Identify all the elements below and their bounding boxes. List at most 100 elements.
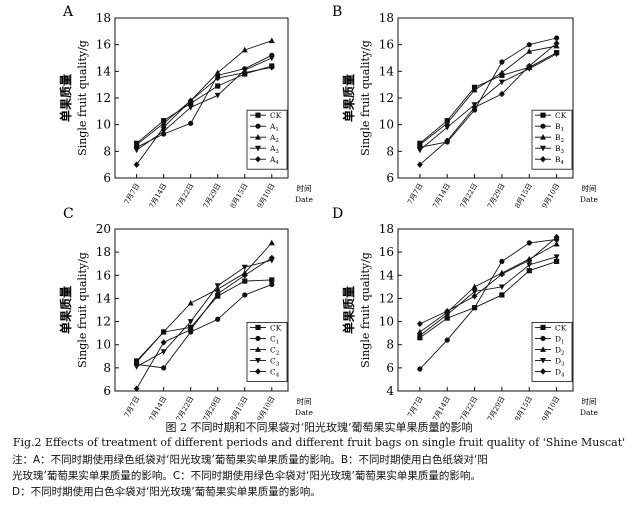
- legend-label-subscript: 3: [276, 361, 280, 367]
- data-point: [241, 69, 248, 76]
- legend-label: CK: [555, 323, 567, 332]
- data-point: [187, 104, 194, 111]
- y-tick-label: 16: [96, 38, 111, 52]
- y-axis-title: Single fruit quality/g: [359, 252, 372, 368]
- data-point: [160, 339, 167, 346]
- legend-swatch-marker: [540, 112, 546, 118]
- data-point: [526, 257, 533, 264]
- data-point: [214, 283, 221, 289]
- x-tick-label: 7月7日: [123, 182, 141, 206]
- series-c4: [133, 254, 275, 392]
- data-point: [187, 319, 194, 325]
- x-axis-title-cn: 时间: [582, 396, 597, 406]
- legend-swatch-marker: [540, 123, 546, 129]
- legend-swatch-marker: [540, 134, 546, 140]
- data-point: [268, 55, 275, 62]
- data-point: [553, 240, 560, 247]
- legend-label: C2: [270, 345, 279, 356]
- legend-label: D4: [555, 367, 565, 378]
- data-point: [133, 141, 140, 148]
- y-axis-title-cn: 单果质量: [58, 286, 73, 334]
- y-tick-label: 14: [379, 268, 395, 282]
- data-point: [471, 104, 478, 111]
- data-point: [214, 69, 221, 76]
- note-line-2: 光玫瑰’葡萄果实单果质量的影响。C：不同时期使用绿色伞袋对‘阳光玫瑰’葡萄果实单…: [12, 470, 481, 482]
- legend-swatch-marker: [540, 145, 546, 152]
- figure-notes: 注：A：不同时期使用绿色纸袋对‘阳光玫瑰’葡萄果实单果质量的影响。B：不同时期使…: [12, 452, 632, 500]
- series-line: [419, 45, 557, 146]
- legend-swatch-marker: [255, 145, 261, 152]
- legend-label: B2: [555, 133, 564, 144]
- y-axis-title-cn: 单果质量: [341, 74, 356, 122]
- legend-swatch-marker: [255, 112, 261, 118]
- data-point: [215, 316, 221, 322]
- data-point: [268, 64, 275, 71]
- x-tick-label: 7月14日: [148, 395, 169, 420]
- y-tick-label: 10: [96, 338, 111, 352]
- y-tick-label: 6: [103, 171, 111, 185]
- data-point: [133, 358, 140, 365]
- panel-letter: A: [62, 4, 74, 20]
- legend-swatch-marker: [540, 156, 546, 163]
- legend-label: CK: [555, 111, 567, 120]
- legend-label: C1: [270, 334, 279, 345]
- legend-swatch-marker: [255, 368, 261, 375]
- y-tick-label: 4: [386, 384, 394, 398]
- x-tick-label: 8月15日: [513, 182, 534, 210]
- data-point: [160, 128, 167, 135]
- data-point: [526, 62, 533, 70]
- x-tick-label: 7月29日: [202, 395, 223, 420]
- legend-label: CK: [270, 111, 282, 120]
- x-axis-title: Date: [295, 408, 313, 417]
- legend-label-subscript: 1: [561, 127, 565, 133]
- x-axis-title-cn: 时间: [297, 396, 312, 406]
- legend-label-subscript: 4: [275, 160, 279, 166]
- data-point: [498, 90, 505, 98]
- data-point: [444, 137, 451, 144]
- legend-label: C4: [270, 367, 280, 378]
- y-tick-label: 6: [386, 171, 394, 185]
- figure-caption-english: Fig.2 Effects of treatment of different …: [12, 436, 626, 449]
- y-axis-title: Single fruit quality/g: [76, 252, 89, 368]
- y-tick-label: 6: [386, 361, 394, 375]
- y-tick-label: 16: [96, 268, 111, 282]
- data-point: [444, 315, 450, 321]
- series-line: [136, 284, 272, 369]
- legend-label: B3: [555, 144, 565, 155]
- series-line: [419, 256, 557, 336]
- y-tick-label: 10: [379, 118, 394, 132]
- legend-swatch-marker: [540, 346, 546, 352]
- plot-frame: [114, 228, 289, 392]
- data-point: [416, 147, 423, 154]
- data-point: [526, 48, 533, 54]
- x-tick-label: 9月10日: [541, 395, 562, 420]
- legend-label-subscript: 2: [275, 138, 279, 144]
- series-line: [136, 40, 272, 146]
- series-b4: [416, 40, 560, 168]
- x-tick-label: 7月29日: [486, 182, 507, 210]
- legend-label-subscript: 2: [561, 350, 565, 356]
- legend-label-subscript: 3: [561, 361, 565, 367]
- data-point: [498, 69, 505, 76]
- legend-label: A2: [269, 133, 279, 144]
- legend-label-subscript: 1: [276, 339, 280, 345]
- legend-label-subscript: 3: [561, 149, 565, 155]
- series-a4: [133, 64, 275, 168]
- data-point: [241, 264, 248, 271]
- data-point: [498, 270, 505, 278]
- data-point: [499, 72, 505, 78]
- x-tick-label: 7月7日: [123, 395, 141, 419]
- y-tick-label: 16: [379, 245, 394, 259]
- series-line: [136, 54, 272, 148]
- figure-caption-chinese: 图 2 不同时期和不同果袋对‘阳光玫瑰’葡萄果实单果质量的影响: [165, 421, 473, 434]
- data-point: [553, 233, 560, 241]
- x-axis-title: Date: [580, 195, 598, 204]
- series-line: [136, 57, 272, 151]
- legend-label-subscript: 1: [561, 339, 565, 345]
- x-tick-label: 7月7日: [406, 182, 424, 206]
- series-line: [136, 257, 273, 389]
- data-point: [471, 305, 478, 311]
